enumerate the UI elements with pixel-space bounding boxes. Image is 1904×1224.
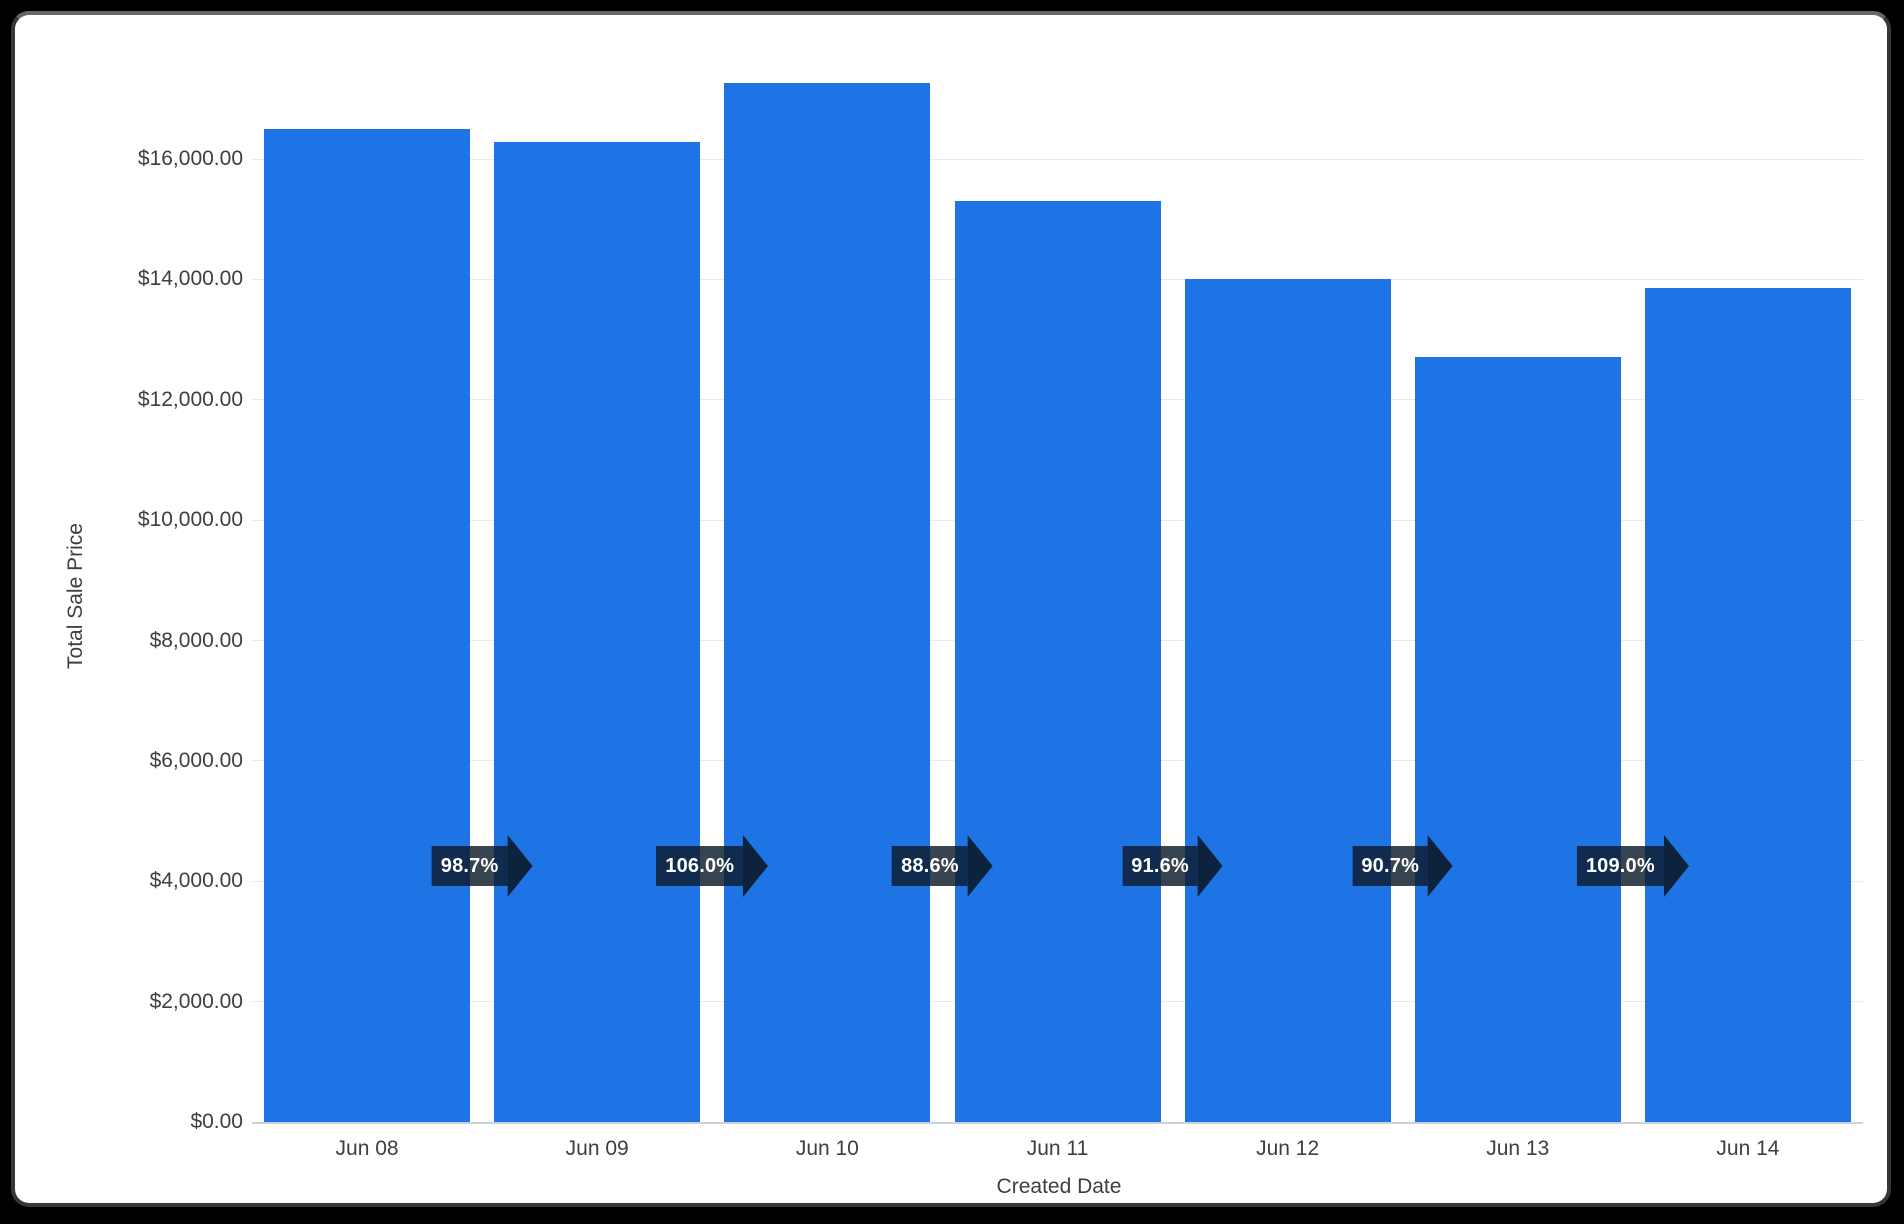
x-axis-baseline — [252, 1122, 1863, 1124]
bar-jun-12[interactable] — [1184, 278, 1391, 1122]
y-tick-label: $16,000.00 — [137, 147, 243, 170]
arrow-right-icon — [743, 835, 769, 897]
y-tick-label: $4,000.00 — [149, 869, 243, 893]
arrow-right-icon — [1428, 835, 1454, 897]
period-change-label: 109.0% — [1576, 846, 1664, 886]
bar-chart: Total Sale Price $0.00 $2,000.00 $4,000.00… — [15, 15, 1887, 1203]
y-tick-label: $10,000.00 — [137, 508, 243, 532]
bar-jun-14[interactable] — [1644, 288, 1851, 1122]
arrow-right-icon — [507, 835, 533, 897]
period-change-label: 91.6% — [1122, 846, 1198, 886]
chart-card: Total Sale Price $0.00 $2,000.00 $4,000.00… — [11, 11, 1891, 1207]
y-tick-label: $0.00 — [190, 1110, 243, 1133]
period-change-label: 106.0% — [656, 846, 744, 886]
bar-jun-08[interactable] — [264, 128, 471, 1122]
arrow-right-icon — [967, 835, 993, 897]
arrow-right-icon — [1663, 835, 1689, 897]
x-tick-label: Jun 12 — [1256, 1137, 1320, 1160]
period-change-label: 88.6% — [892, 846, 968, 886]
period-change-badge: 98.7% — [431, 835, 533, 897]
gridline — [252, 158, 1863, 160]
x-tick-label: Jun 08 — [335, 1137, 399, 1160]
x-tick-label: Jun 10 — [795, 1137, 859, 1160]
period-change-label: 90.7% — [1352, 846, 1429, 886]
bar-jun-09[interactable] — [494, 141, 701, 1122]
period-change-badge: 90.7% — [1352, 835, 1454, 897]
arrow-right-icon — [1197, 835, 1223, 897]
x-tick-label: Jun 13 — [1486, 1137, 1550, 1160]
x-tick-label: Jun 11 — [1026, 1137, 1089, 1160]
period-change-badge: 106.0% — [656, 835, 769, 897]
y-tick-label: $8,000.00 — [149, 628, 243, 652]
bar-jun-13[interactable] — [1414, 357, 1621, 1122]
x-axis-title: Created Date — [996, 1175, 1122, 1198]
period-change-badge: 91.6% — [1122, 835, 1223, 897]
y-tick-label: $6,000.00 — [149, 748, 243, 772]
period-change-badge: 109.0% — [1576, 835, 1689, 897]
period-change-label: 98.7% — [431, 846, 508, 886]
y-tick-label: $2,000.00 — [149, 989, 243, 1013]
period-change-badge: 88.6% — [892, 835, 993, 897]
y-tick-label: $14,000.00 — [137, 267, 243, 291]
bar-jun-11[interactable] — [954, 201, 1161, 1122]
y-tick-label: $12,000.00 — [137, 387, 243, 411]
x-tick-label: Jun 14 — [1716, 1137, 1780, 1160]
bar-jun-10[interactable] — [724, 83, 931, 1122]
x-tick-label: Jun 09 — [565, 1137, 629, 1160]
